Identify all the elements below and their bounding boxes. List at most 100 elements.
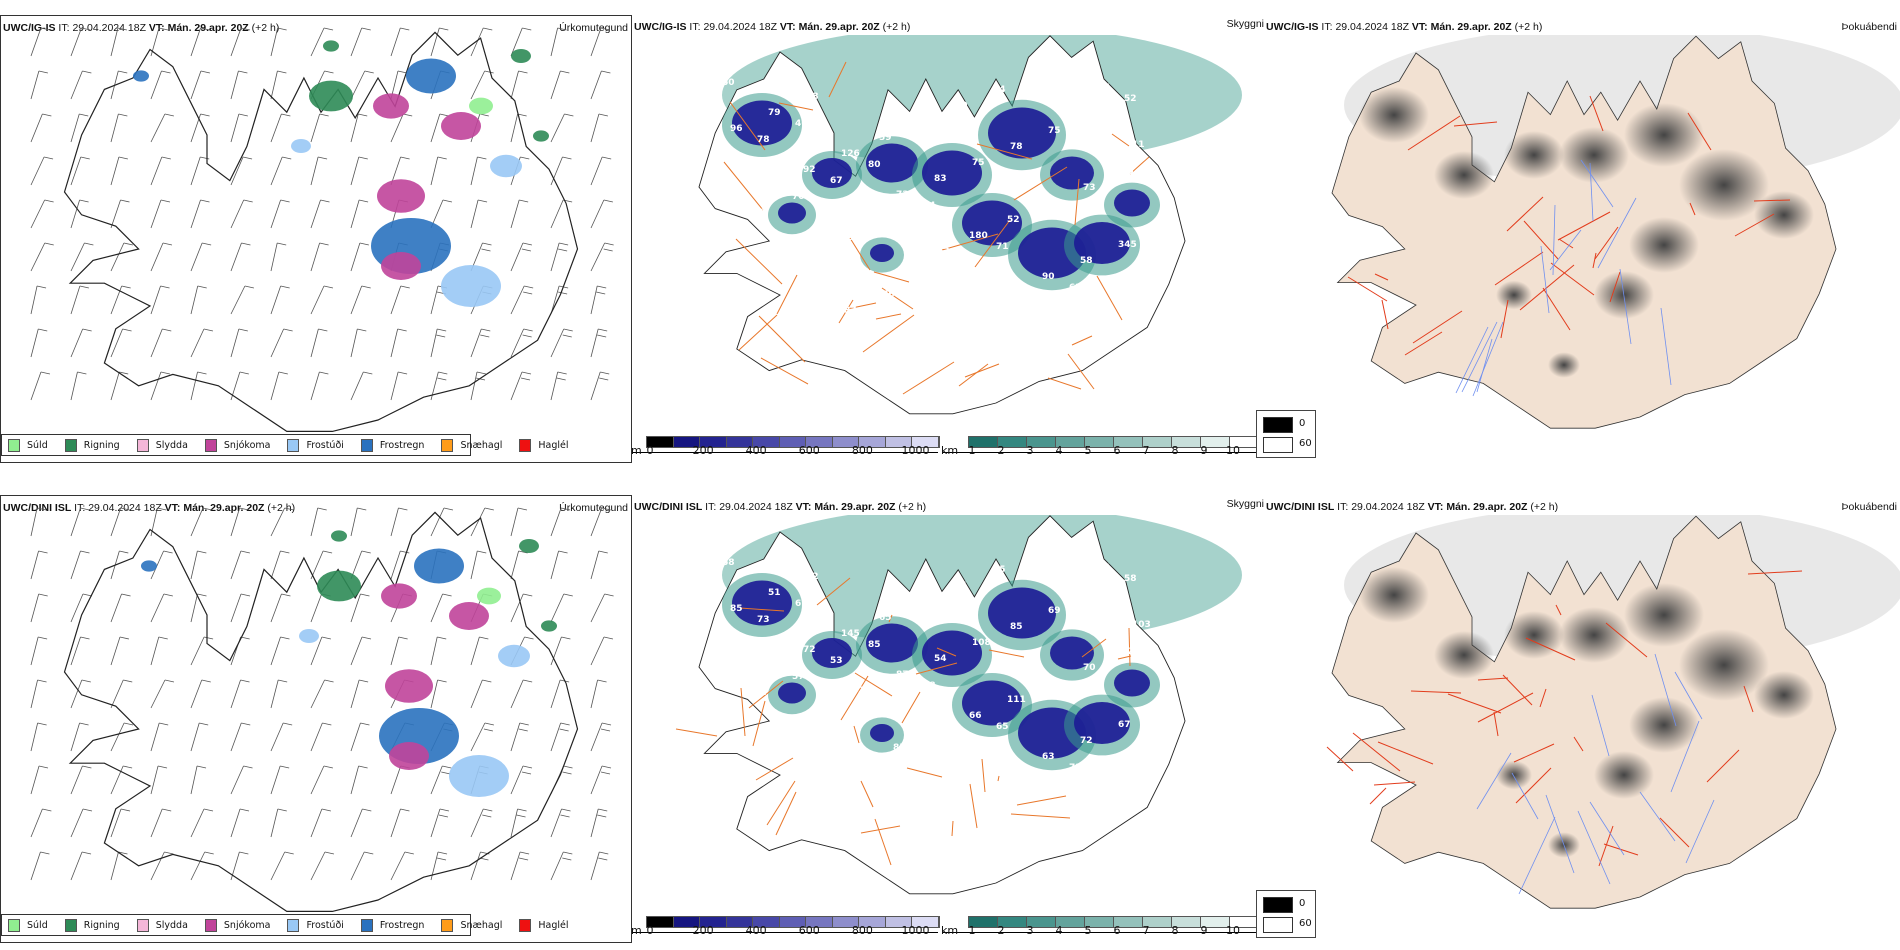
colorbar-tick: 0 bbox=[646, 924, 654, 937]
road bbox=[816, 577, 851, 606]
wind-barb bbox=[470, 636, 489, 666]
road bbox=[915, 662, 958, 675]
road bbox=[988, 649, 1025, 658]
legend-swatch bbox=[441, 918, 454, 932]
wind-barb bbox=[150, 550, 173, 580]
colorbar-cell bbox=[998, 917, 1027, 927]
cloudbase-label: 68 bbox=[722, 558, 735, 568]
cloudbase-label: 82 bbox=[809, 729, 822, 739]
legend-item: Snæhagl bbox=[441, 918, 502, 932]
river bbox=[1591, 694, 1610, 757]
precip-area bbox=[511, 49, 531, 63]
legend-label: Rigning bbox=[83, 919, 120, 931]
wind-barb bbox=[550, 507, 571, 537]
wind-barb bbox=[230, 636, 250, 666]
cloudbase-label: 80 bbox=[868, 160, 881, 170]
colorbar-cells bbox=[646, 436, 940, 448]
legend-swatch bbox=[64, 438, 77, 452]
it-label: IT: bbox=[74, 502, 86, 514]
cloudbase-label: 56 bbox=[1097, 563, 1110, 573]
it-value: 29.04.2024 18Z bbox=[88, 502, 162, 514]
colorbar-cell bbox=[832, 917, 860, 927]
road bbox=[828, 61, 847, 98]
wind-barb bbox=[430, 679, 447, 709]
wind-barb bbox=[430, 507, 454, 537]
legend-label: Súld bbox=[27, 919, 48, 931]
wind-barb bbox=[310, 722, 332, 752]
road bbox=[1500, 299, 1509, 339]
road bbox=[1659, 817, 1690, 848]
wind-barb bbox=[110, 70, 128, 100]
wind-barb bbox=[350, 851, 374, 881]
wind-barb bbox=[310, 285, 334, 315]
fog-legend: 0 60 bbox=[1256, 410, 1316, 458]
colorbar-unit: km bbox=[941, 924, 959, 937]
wind-barb bbox=[230, 70, 248, 100]
wind-barb bbox=[30, 765, 49, 795]
fog-index-area bbox=[1559, 127, 1629, 183]
wind-barb bbox=[390, 808, 410, 838]
wind-barb bbox=[590, 636, 614, 666]
it-label: IT: bbox=[1321, 21, 1333, 33]
fog-index-area bbox=[1504, 131, 1564, 179]
wind-barb bbox=[270, 156, 292, 186]
wind-barb bbox=[510, 328, 533, 358]
road bbox=[1592, 252, 1597, 269]
wind-barb bbox=[150, 679, 175, 709]
low-cloud-area bbox=[1050, 636, 1094, 670]
visibility-panel: UWC/DINI ISL IT: 29.04.2024 18Z VT: Mán.… bbox=[632, 495, 1264, 943]
road bbox=[1598, 825, 1614, 867]
wind-barb bbox=[110, 722, 134, 752]
road bbox=[1525, 637, 1576, 661]
colorbar-cell bbox=[1143, 917, 1172, 927]
road bbox=[1753, 199, 1791, 202]
colorbar-axis bbox=[942, 452, 1258, 453]
cloudbase-label: 52 bbox=[754, 688, 767, 698]
lead-time: (+2 h) bbox=[251, 22, 280, 34]
wind-barb bbox=[150, 722, 169, 752]
fog-index-area bbox=[1359, 87, 1429, 143]
low-cloud-area bbox=[866, 623, 918, 663]
precip-area bbox=[141, 560, 157, 572]
precip-area bbox=[519, 539, 539, 553]
road bbox=[849, 237, 871, 271]
wind-barb bbox=[350, 636, 372, 666]
road bbox=[739, 607, 785, 612]
fog-index-area bbox=[1624, 103, 1704, 167]
legend-item: Haglél bbox=[519, 438, 569, 452]
wind-barb bbox=[430, 636, 447, 666]
road bbox=[873, 271, 910, 283]
river bbox=[1580, 159, 1614, 208]
river bbox=[1597, 197, 1637, 269]
wind-barb bbox=[270, 851, 294, 881]
cloudbase-label: 73 bbox=[1083, 183, 1096, 193]
wind-barb bbox=[550, 113, 574, 143]
cloudbase-label: 64 bbox=[882, 770, 895, 780]
panel-header: UWC/IG-IS IT: 29.04.2024 18Z VT: Mán. 29… bbox=[634, 21, 910, 33]
low-cloud-area bbox=[870, 724, 894, 742]
cloudbase-label: 80 bbox=[920, 274, 933, 284]
it-value: 29.04.2024 18Z bbox=[719, 501, 793, 513]
cloudbase-label: 51 bbox=[768, 588, 781, 598]
legend-label: Frostregn bbox=[379, 919, 425, 931]
road bbox=[1506, 196, 1544, 232]
wind-barb bbox=[230, 328, 248, 358]
cloudbase-label: 79 bbox=[768, 108, 781, 118]
wind-barb bbox=[350, 285, 371, 315]
river bbox=[1552, 204, 1556, 276]
wind-barb bbox=[110, 550, 129, 580]
precip-area bbox=[377, 179, 425, 213]
wind-barb bbox=[270, 507, 294, 537]
road bbox=[902, 361, 955, 395]
precip-area bbox=[449, 755, 509, 797]
cloudbase-label: 65 bbox=[917, 597, 930, 607]
precip-map bbox=[30, 507, 614, 912]
wind-barb bbox=[390, 550, 410, 580]
low-cloud-area bbox=[812, 158, 852, 188]
road bbox=[853, 725, 860, 744]
road bbox=[758, 315, 806, 363]
wind-barb bbox=[110, 113, 128, 143]
cloudbase-label: 53 bbox=[830, 656, 843, 666]
wind-barb bbox=[270, 113, 291, 143]
wind-barb bbox=[590, 722, 612, 752]
